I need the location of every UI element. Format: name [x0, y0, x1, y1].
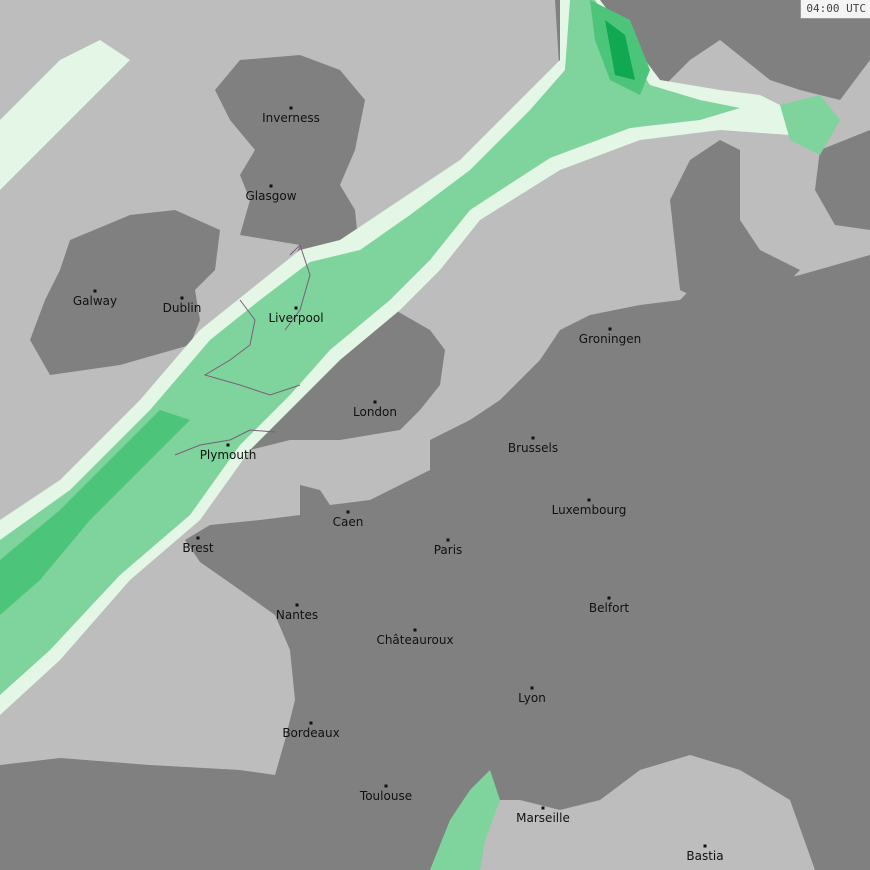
city-marker — [346, 510, 350, 514]
city-marker — [587, 498, 591, 502]
city-label: Galway — [72, 294, 118, 308]
city-marker — [309, 721, 313, 725]
city-label: Liverpool — [268, 311, 324, 325]
city-label: Marseille — [516, 811, 570, 825]
city-marker — [295, 603, 299, 607]
city-label: Nantes — [275, 608, 319, 622]
city-label: Groningen — [578, 332, 642, 346]
city-label: Brussels — [507, 441, 559, 455]
city-marker — [93, 289, 97, 293]
city-label: Lyon — [518, 691, 546, 705]
city-label: Toulouse — [359, 789, 413, 803]
city-label: Glasgow — [245, 189, 297, 203]
rain-layer — [0, 0, 840, 870]
ireland — [30, 210, 220, 375]
city-marker — [607, 596, 611, 600]
mediterranean-sea — [440, 755, 815, 870]
city-label: Châteauroux — [376, 633, 454, 647]
denmark — [670, 140, 800, 300]
city-label: Plymouth — [199, 448, 257, 462]
city-label: Caen — [332, 515, 364, 529]
city-label: Brest — [182, 541, 214, 555]
timestamp: 04:00 UTC — [800, 0, 870, 19]
city-label: Dublin — [162, 301, 202, 315]
city-marker — [226, 443, 230, 447]
city-marker — [373, 400, 377, 404]
city-marker — [289, 106, 293, 110]
city-marker — [269, 184, 273, 188]
rain-moderate-band — [0, 410, 190, 615]
city-marker — [446, 538, 450, 542]
rain-cell-northwest — [0, 40, 130, 190]
city-marker — [180, 296, 184, 300]
coastline-overlay — [174, 244, 311, 456]
continent — [0, 255, 870, 870]
city-label: Luxembourg — [551, 503, 627, 517]
city-label: London — [353, 405, 397, 419]
city-marker — [413, 628, 417, 632]
city-marker — [531, 436, 535, 440]
rain-heavy-norway — [605, 20, 635, 80]
city-label: Bastia — [686, 849, 724, 863]
city-marker — [608, 327, 612, 331]
city-marker — [384, 784, 388, 788]
city-marker — [196, 536, 200, 540]
city-label: Bordeaux — [282, 726, 340, 740]
rain-cell-denmark — [780, 95, 840, 155]
city-marker — [703, 844, 707, 848]
south-sweden — [815, 130, 870, 230]
city-label: Belfort — [588, 601, 630, 615]
city-label: Inverness — [262, 111, 320, 125]
city-label: Paris — [433, 543, 463, 557]
city-marker — [541, 806, 545, 810]
city-marker — [530, 686, 534, 690]
city-marker — [294, 306, 298, 310]
rain-cell-marseille — [430, 770, 500, 870]
